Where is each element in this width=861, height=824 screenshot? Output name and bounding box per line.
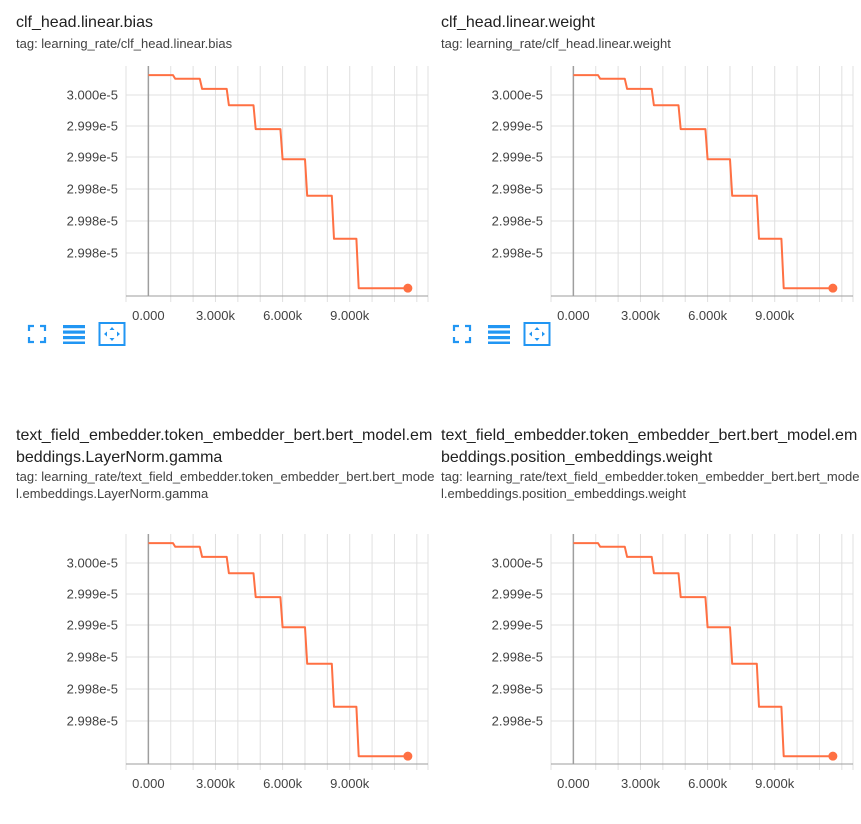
y-tick-label: 2.998e-5 <box>492 682 543 697</box>
fullscreen-button[interactable] <box>449 321 475 347</box>
y-tick-label: 2.999e-5 <box>492 587 543 602</box>
y-tick-label: 2.999e-5 <box>67 119 118 134</box>
x-tick-label: 9.000k <box>755 776 795 791</box>
chart-plot[interactable]: 3.000e-5 2.999e-5 2.999e-5 2.998e-5 2.998e-5… <box>441 528 861 824</box>
grid-lines <box>125 66 429 302</box>
y-tick-label: 2.998e-5 <box>492 714 543 729</box>
y-tick-label: 2.999e-5 <box>67 587 118 602</box>
toggle-data-button[interactable] <box>486 321 512 347</box>
chart-tag: tag: learning_rate/text_field_embedder.t… <box>16 469 435 501</box>
chart-tag: tag: learning_rate/clf_head.linear.weigh… <box>441 36 671 51</box>
grid-lines <box>550 534 854 770</box>
data-table-icon <box>63 325 85 344</box>
y-tick-label: 2.999e-5 <box>67 618 118 633</box>
x-tick-label: 0.000 <box>557 776 590 791</box>
chart-tag: tag: learning_rate/clf_head.linear.bias <box>16 36 233 51</box>
y-tick-label: 3.000e-5 <box>67 88 118 103</box>
x-tick-label: 9.000k <box>755 308 795 323</box>
chart-toolbar <box>449 321 551 347</box>
y-tick-label: 2.999e-5 <box>492 119 543 134</box>
chart-tag: tag: learning_rate/text_field_embedder.t… <box>441 469 860 501</box>
series-line <box>573 542 833 758</box>
chart-plot[interactable]: 3.000e-5 2.999e-5 2.999e-5 2.998e-5 2.998e-5… <box>441 60 861 356</box>
x-tick-label: 6.000k <box>263 776 303 791</box>
y-tick-label: 2.998e-5 <box>492 650 543 665</box>
y-tick-label: 2.999e-5 <box>67 150 118 165</box>
chart-title: text_field_embedder.token_embedder_bert.… <box>441 427 858 466</box>
fullscreen-icon <box>27 324 47 344</box>
series-line <box>148 542 408 758</box>
fit-domain-icon <box>523 322 551 346</box>
y-tick-label: 2.999e-5 <box>492 150 543 165</box>
chart-title: clf_head.linear.weight <box>441 14 595 31</box>
fit-domain-icon <box>98 322 126 346</box>
x-tick-label: 3.000k <box>196 308 236 323</box>
data-table-icon <box>488 325 510 344</box>
x-tick-label: 0.000 <box>132 776 165 791</box>
x-tick-label: 6.000k <box>263 308 303 323</box>
x-tick-label: 0.000 <box>557 308 590 323</box>
chart-plot[interactable]: 3.000e-5 2.999e-5 2.999e-5 2.998e-5 2.998e-5… <box>16 528 441 824</box>
y-tick-label: 3.000e-5 <box>492 88 543 103</box>
y-tick-label: 2.998e-5 <box>67 246 118 261</box>
y-tick-label: 2.998e-5 <box>492 246 543 261</box>
chart-title: clf_head.linear.bias <box>16 14 153 31</box>
y-tick-label: 3.000e-5 <box>492 556 543 571</box>
fullscreen-icon <box>452 324 472 344</box>
grid-lines <box>125 534 429 770</box>
y-tick-label: 2.998e-5 <box>67 682 118 697</box>
x-tick-label: 3.000k <box>621 308 661 323</box>
y-tick-label: 2.999e-5 <box>492 618 543 633</box>
y-tick-label: 2.998e-5 <box>67 714 118 729</box>
y-tick-label: 2.998e-5 <box>67 214 118 229</box>
x-tick-label: 6.000k <box>688 776 728 791</box>
y-tick-label: 3.000e-5 <box>67 556 118 571</box>
series-end-point <box>828 751 838 761</box>
chart-toolbar <box>24 321 126 347</box>
fit-domain-button[interactable] <box>98 321 126 347</box>
grid-lines <box>550 66 854 302</box>
x-tick-label: 9.000k <box>330 776 370 791</box>
x-tick-label: 0.000 <box>132 308 165 323</box>
series-line <box>148 74 408 290</box>
x-tick-label: 3.000k <box>621 776 661 791</box>
x-tick-label: 3.000k <box>196 776 236 791</box>
y-tick-label: 2.998e-5 <box>492 214 543 229</box>
chart-title: text_field_embedder.token_embedder_bert.… <box>16 427 433 466</box>
fit-domain-button[interactable] <box>523 321 551 347</box>
chart-plot[interactable]: 3.000e-5 2.999e-5 2.999e-5 2.998e-5 2.998e-5… <box>16 60 441 356</box>
series-line <box>573 74 833 290</box>
y-tick-label: 2.998e-5 <box>67 182 118 197</box>
y-tick-label: 2.998e-5 <box>67 650 118 665</box>
series-end-point <box>403 751 413 761</box>
x-tick-label: 9.000k <box>330 308 370 323</box>
fullscreen-button[interactable] <box>24 321 50 347</box>
x-tick-label: 6.000k <box>688 308 728 323</box>
y-tick-label: 2.998e-5 <box>492 182 543 197</box>
series-end-point <box>828 283 838 293</box>
toggle-data-button[interactable] <box>61 321 87 347</box>
series-end-point <box>403 283 413 293</box>
